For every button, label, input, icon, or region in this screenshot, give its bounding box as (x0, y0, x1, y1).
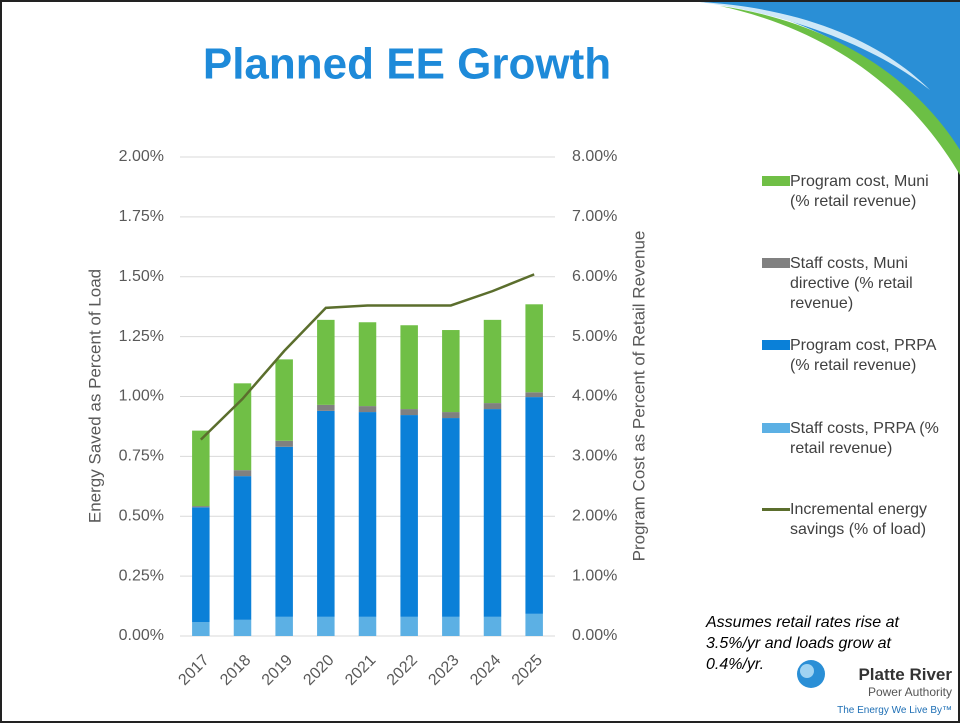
legend-swatch (762, 258, 790, 268)
bar (317, 616, 335, 636)
bar (483, 616, 502, 636)
y2-axis-title: Program Cost as Percent of Retail Revenu… (629, 231, 648, 562)
y2-tick-label: 2.00% (572, 507, 617, 524)
bar (317, 404, 335, 411)
logo-subtitle: Power Authority (867, 685, 952, 699)
chart-title: Planned EE Growth (203, 40, 611, 89)
legend-label: Staff costs, PRPA (% retail revenue) (790, 420, 939, 457)
legend-item: Program cost, Muni (% retail revenue) (762, 172, 947, 212)
x-tick-label: 2023 (425, 652, 462, 689)
bar (442, 412, 460, 419)
legend-item: Staff costs, Muni directive (% retail re… (762, 254, 947, 314)
bar (233, 476, 252, 620)
y2-tick-label: 3.00% (572, 448, 617, 465)
bar (275, 359, 293, 441)
x-tick-label: 2025 (509, 652, 546, 689)
legend-swatch (762, 423, 790, 433)
y2-tick-label: 7.00% (572, 208, 617, 225)
bar (442, 330, 460, 413)
bar (525, 392, 543, 398)
legend-item: Program cost, PRPA (% retail revenue) (762, 336, 947, 376)
y-tick-label: 0.50% (119, 507, 164, 524)
swoosh-blue (700, 2, 960, 160)
legend-swatch (762, 176, 790, 186)
x-tick-label: 2019 (259, 652, 296, 689)
line (199, 273, 535, 441)
y2-tick-label: 0.00% (572, 627, 617, 644)
bar (400, 409, 418, 416)
legend-item: Staff costs, PRPA (% retail revenue) (762, 419, 947, 459)
y-tick-label: 1.00% (119, 388, 164, 405)
y-axis-title: Energy Saved as Percent of Load (85, 269, 104, 523)
bar (358, 616, 377, 636)
y-tick-label: 1.75% (119, 208, 164, 225)
y-tick-label: 0.25% (119, 567, 164, 584)
bar (483, 319, 502, 404)
y-tick-label: 1.25% (119, 328, 164, 345)
bar (192, 507, 210, 623)
y-tick-label: 0.75% (119, 448, 164, 465)
bar (400, 325, 418, 410)
logo: Platte River Power Authority The Energy … (797, 660, 952, 716)
x-tick-label: 2020 (300, 652, 337, 689)
x-tick-label: 2018 (217, 652, 254, 689)
bar (442, 616, 460, 636)
y2-tick-label: 4.00% (572, 388, 617, 405)
bar (233, 619, 252, 636)
legend-label: Program cost, PRPA (% retail revenue) (790, 337, 936, 374)
bar (233, 470, 252, 477)
bar (442, 418, 460, 617)
bar (525, 397, 543, 614)
bar (358, 322, 377, 407)
x-tick-label: 2021 (342, 652, 379, 689)
bar (358, 412, 377, 617)
x-tick-label: 2017 (175, 652, 212, 689)
bar (233, 383, 252, 471)
bar (192, 622, 210, 636)
bar (525, 304, 543, 393)
y2-tick-label: 5.00% (572, 328, 617, 345)
y-tick-label: 0.00% (119, 627, 164, 644)
legend-label: Incremental energy savings (% of load) (790, 501, 927, 538)
y2-tick-label: 1.00% (572, 567, 617, 584)
y-tick-label: 1.50% (119, 268, 164, 285)
bar (275, 446, 293, 617)
logo-name: Platte River (858, 665, 952, 684)
bar (192, 430, 210, 507)
y2-tick-label: 6.00% (572, 268, 617, 285)
bar (275, 616, 293, 636)
bar (192, 506, 210, 508)
legend-swatch (762, 508, 790, 511)
bar (483, 403, 502, 410)
bar (400, 616, 418, 636)
note: Assumes retail rates rise at 3.5%/yr and… (706, 614, 899, 673)
bar (400, 415, 418, 617)
bar (317, 410, 335, 617)
logo-icon (797, 660, 825, 688)
legend-item: Incremental energy savings (% of load) (762, 500, 947, 540)
bar (358, 406, 377, 413)
y2-tick-label: 8.00% (572, 148, 617, 165)
x-tick-label: 2022 (384, 652, 421, 689)
bar (525, 613, 543, 636)
bar (483, 409, 502, 617)
bar (275, 440, 293, 447)
legend-swatch (762, 340, 790, 350)
logo-tagline: The Energy We Live By™ (837, 705, 952, 716)
y-tick-label: 2.00% (119, 148, 164, 165)
legend-label: Program cost, Muni (% retail revenue) (790, 173, 929, 210)
legend-label: Staff costs, Muni directive (% retail re… (790, 255, 913, 312)
bar (317, 319, 335, 405)
x-tick-label: 2024 (467, 652, 504, 689)
